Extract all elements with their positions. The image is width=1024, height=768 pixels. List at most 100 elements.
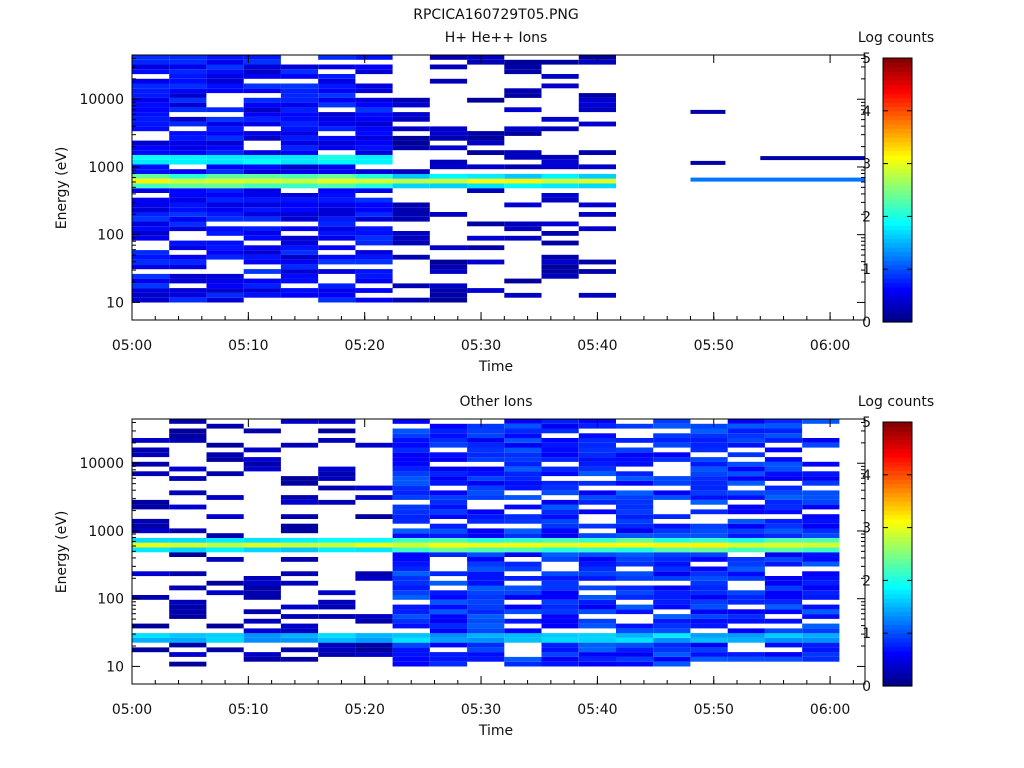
colorbar-segment [883, 598, 912, 603]
heatmap-cell [169, 259, 207, 265]
heatmap-cell [429, 438, 468, 443]
heatmap-cell [802, 499, 840, 505]
heatmap-cell [727, 480, 765, 486]
heatmap-cell [653, 480, 691, 486]
heatmap-cell [504, 131, 542, 136]
heatmap-cell [764, 523, 803, 529]
heatmap-cell [280, 637, 319, 643]
heatmap-cell [132, 504, 170, 510]
heatmap-cell [541, 259, 579, 265]
heatmap-cell [206, 231, 244, 236]
heatmap-cell [429, 547, 468, 553]
heatmap-cell [206, 647, 244, 653]
heatmap-cell [504, 514, 542, 519]
heatmap-cell [169, 116, 207, 122]
heatmap-cell [578, 637, 616, 643]
heatmap-cell [243, 88, 281, 94]
heatmap-cell [318, 647, 356, 653]
heatmap-cell [467, 614, 505, 619]
heatmap-cell [206, 514, 244, 519]
heatmap-cell [541, 633, 579, 638]
heatmap-cell [504, 202, 542, 208]
heatmap-cell [467, 561, 505, 567]
heatmap-cell [392, 461, 430, 467]
heatmap-cell [132, 207, 170, 213]
heatmap-cell [429, 661, 468, 667]
heatmap-cell [243, 212, 281, 217]
heatmap-cell [802, 585, 840, 591]
colorbar-segment [883, 176, 912, 182]
heatmap-cell [429, 471, 468, 477]
heatmap-cell [169, 69, 207, 75]
heatmap-cell [727, 428, 765, 434]
heatmap-cell [318, 197, 356, 203]
heatmap-cell [504, 485, 542, 491]
heatmap-cell [467, 576, 505, 581]
heatmap-cell [690, 480, 728, 486]
heatmap-cell [206, 442, 244, 448]
heatmap-cell [467, 652, 505, 657]
heatmap-cell [504, 452, 542, 458]
heatmap-cell [280, 69, 319, 75]
heatmap-cell [318, 590, 356, 596]
heatmap-cell [504, 442, 542, 448]
heatmap-cell [355, 112, 393, 117]
heatmap-cell [392, 509, 430, 515]
heatmap-cell [392, 428, 430, 434]
colorbar-tick-label: 1 [862, 262, 871, 278]
heatmap-cell [504, 552, 542, 557]
heatmap-cell [727, 576, 765, 581]
heatmap-cell [578, 150, 616, 155]
heatmap-cell [169, 88, 207, 94]
heatmap-cell [653, 533, 691, 538]
colorbar-segment [883, 141, 912, 147]
heatmap-cell [243, 447, 281, 453]
heatmap-cell [504, 221, 542, 227]
heatmap-cell [541, 656, 579, 662]
heatmap-cell [169, 585, 207, 591]
heatmap-cell [653, 652, 691, 657]
heatmap-cell [541, 452, 579, 458]
heatmap-cell [355, 288, 393, 293]
colorbar-segment [883, 576, 912, 581]
heatmap-cell [616, 461, 654, 467]
colorbar-segment [883, 190, 912, 195]
heatmap-cell [802, 442, 840, 448]
heatmap-cell [690, 533, 728, 538]
heatmap-cell [206, 178, 244, 184]
heatmap-cell [504, 173, 542, 179]
heatmap-cell [429, 183, 468, 189]
heatmap-cell [280, 74, 319, 79]
heatmap-cell [206, 633, 244, 638]
colorbar-label: Log counts [858, 394, 934, 410]
heatmap-cell [467, 552, 505, 557]
heatmap-cell [504, 107, 542, 113]
heatmap-cell [392, 485, 430, 491]
heatmap-cell [132, 164, 170, 170]
colorbar-segment [883, 593, 912, 599]
x-tick-label: 06:00 [810, 702, 850, 718]
heatmap-cell [653, 452, 691, 458]
heatmap-cell [206, 452, 244, 458]
heatmap-cell [132, 226, 170, 232]
heatmap-cell [504, 278, 542, 284]
heatmap-cell [169, 173, 207, 179]
heatmap-cell [764, 438, 803, 443]
heatmap-cell [802, 628, 840, 634]
heatmap-cell [504, 604, 542, 610]
heatmap-cell [132, 150, 170, 155]
heatmap-cell [653, 528, 691, 534]
heatmap-cell [169, 438, 207, 443]
heatmap-cell [280, 495, 319, 500]
heatmap-cell [392, 116, 430, 122]
heatmap-cell [467, 490, 505, 496]
heatmap-cell [169, 135, 207, 141]
colorbar-segment [883, 615, 912, 621]
heatmap-cell [578, 178, 616, 184]
heatmap-cell [132, 542, 170, 548]
heatmap-cell [578, 557, 616, 562]
heatmap-cell [243, 193, 281, 198]
heatmap-cell [541, 183, 579, 189]
heatmap-cell [616, 528, 654, 534]
heatmap-cell [355, 652, 393, 657]
